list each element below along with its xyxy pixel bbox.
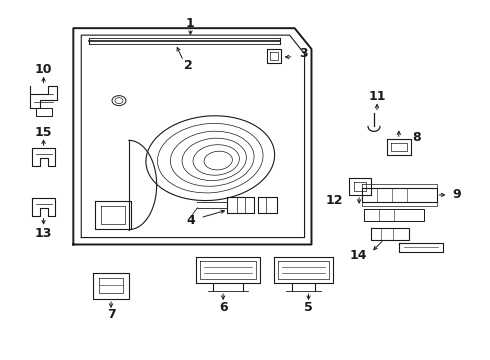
- Text: 7: 7: [107, 309, 116, 321]
- Text: 2: 2: [184, 59, 193, 72]
- Text: 15: 15: [35, 126, 52, 139]
- Text: 10: 10: [35, 63, 52, 76]
- Text: 8: 8: [413, 131, 421, 144]
- Text: 11: 11: [368, 90, 386, 103]
- Text: 6: 6: [219, 301, 227, 314]
- Text: 14: 14: [349, 249, 367, 262]
- Text: 12: 12: [326, 194, 343, 207]
- Text: 4: 4: [187, 214, 196, 227]
- Text: 9: 9: [452, 188, 461, 201]
- Text: 3: 3: [299, 48, 308, 60]
- Text: 13: 13: [35, 227, 52, 240]
- Text: 1: 1: [186, 17, 195, 30]
- Text: 5: 5: [304, 301, 313, 314]
